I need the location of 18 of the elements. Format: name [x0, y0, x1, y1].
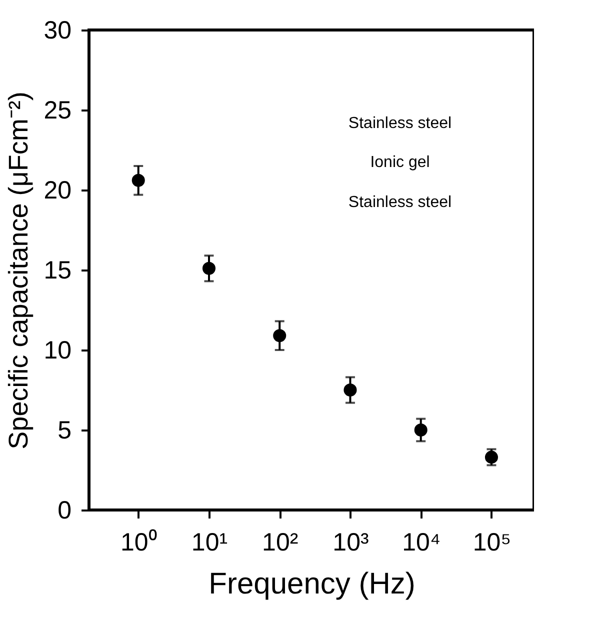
- y-tick-label: 15: [44, 256, 72, 284]
- x-tick-label: 10⁰: [120, 528, 158, 556]
- y-tick-label: 0: [58, 496, 72, 524]
- x-tick-label: 10²: [262, 528, 298, 556]
- y-tick-label: 10: [44, 336, 72, 364]
- y-tick-label: 5: [58, 416, 72, 444]
- x-tick-label: 10³: [332, 528, 369, 556]
- y-tick-label: 25: [44, 96, 72, 124]
- annotation: Stainless steel: [348, 194, 452, 211]
- annotation: Ionic gel: [370, 154, 430, 171]
- x-tick-label: 10⁴: [402, 528, 441, 556]
- y-tick-label: 30: [44, 16, 72, 44]
- annotation: Stainless steel: [348, 115, 452, 132]
- x-axis-title: Frequency (Hz): [208, 568, 416, 600]
- x-tick-label: 10¹: [191, 528, 228, 556]
- x-tick-label: 10⁵: [472, 528, 512, 556]
- y-axis-title: Specific capacitance (μFcm⁻²): [4, 92, 34, 450]
- y-tick-label: 20: [44, 176, 72, 204]
